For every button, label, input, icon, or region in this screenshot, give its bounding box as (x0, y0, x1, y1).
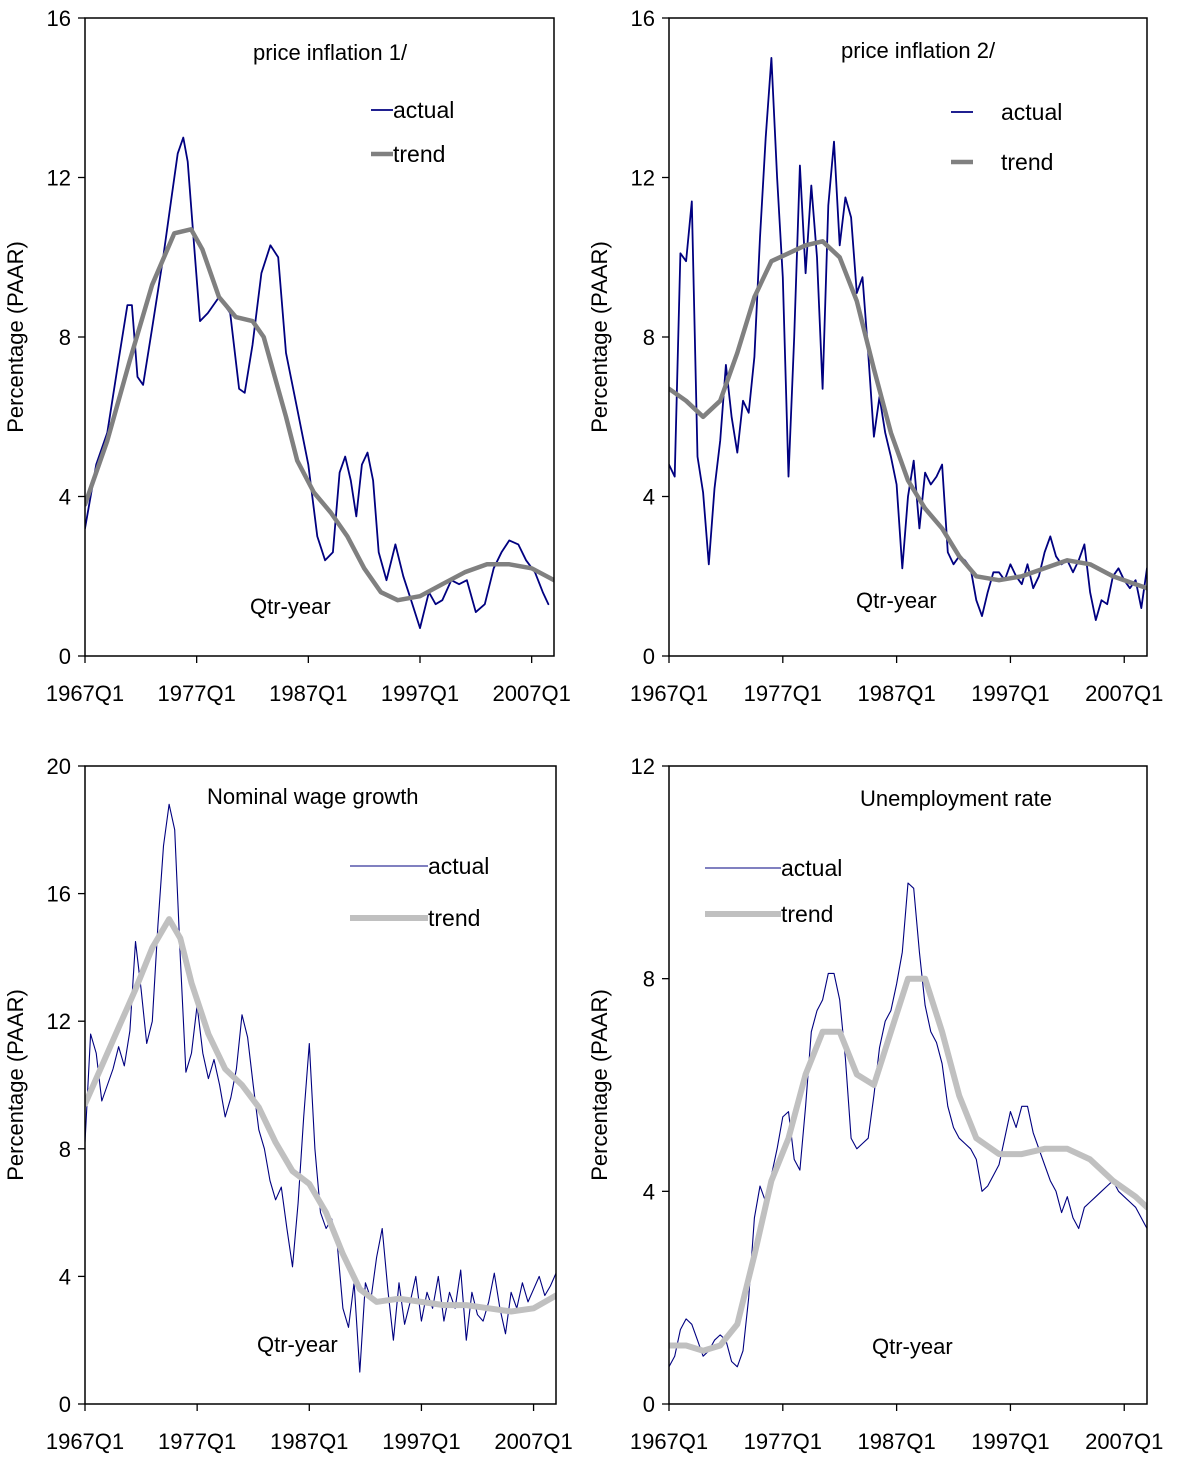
x-tick-label: 1987Q1 (269, 681, 347, 706)
y-tick-label: 16 (47, 882, 71, 907)
y-tick-label: 4 (643, 485, 655, 510)
legend-label-trend: trend (428, 905, 480, 931)
series-line-trend (85, 916, 556, 1315)
y-tick-label: 0 (643, 1392, 655, 1417)
y-tick-label: 0 (643, 644, 655, 669)
x-tick-label: 1997Q1 (382, 1429, 460, 1454)
x-tick-label: 1977Q1 (744, 681, 822, 706)
chart-title: price inflation 1/ (253, 40, 408, 65)
y-axis-label: Percentage (PAAR) (587, 989, 612, 1181)
plot-frame (668, 17, 1148, 657)
y-tick-label: 4 (59, 1264, 71, 1289)
series-line-actual (669, 882, 1147, 1368)
x-tick-label: 1997Q1 (971, 1429, 1049, 1454)
y-tick-label: 12 (631, 166, 655, 191)
x-tick-label: 2007Q1 (1085, 1429, 1163, 1454)
y-tick-label: 16 (631, 6, 655, 31)
series-line-trend (669, 975, 1147, 1354)
legend-label-actual: actual (428, 853, 489, 879)
y-tick-label: 12 (47, 1009, 71, 1034)
chart-title: Unemployment rate (860, 786, 1052, 811)
y-tick-label: 0 (59, 644, 71, 669)
legend-label-actual: actual (1001, 99, 1062, 125)
chart-panel-1: 0 4 8 12 16 1967Q1 1977Q1 1987Q1 1997Q1 2007Q1 Per… (3, 6, 571, 706)
series-line-actual (85, 136, 550, 629)
y-tick-label: 4 (59, 485, 71, 510)
plot-frame (668, 765, 1148, 1405)
series-line-actual (85, 803, 556, 1373)
x-tick-label: 1977Q1 (158, 681, 236, 706)
chart-panel-4: 0 4 8 12 1967Q1 1977Q1 1987Q1 1997Q1 2007Q1 Perce… (587, 754, 1163, 1454)
y-tick-label: 8 (643, 325, 655, 350)
y-tick-label: 8 (59, 1137, 71, 1162)
chart-title: Nominal wage growth (207, 784, 419, 809)
legend-label-trend: trend (393, 141, 445, 167)
y-tick-label: 12 (631, 754, 655, 779)
x-tick-label: 1997Q1 (971, 681, 1049, 706)
plot-frame (84, 765, 557, 1405)
x-tick-label: 1977Q1 (158, 1429, 236, 1454)
x-tick-label: 1967Q1 (630, 1429, 708, 1454)
y-axis-label: Percentage (PAAR) (3, 989, 28, 1181)
y-tick-label: 16 (47, 6, 71, 31)
y-tick-label: 0 (59, 1392, 71, 1417)
x-tick-label: 2007Q1 (494, 1429, 572, 1454)
chart-panel-3: 0 4 8 12 16 20 1967Q1 1977Q1 1987Q1 1997Q1 2007Q1 P… (3, 754, 573, 1454)
legend-label-actual: actual (781, 855, 842, 881)
x-tick-label: 1967Q1 (46, 681, 124, 706)
y-tick-label: 8 (59, 325, 71, 350)
series-line-trend (85, 227, 554, 603)
x-tick-label: 1987Q1 (857, 1429, 935, 1454)
x-tick-label: 1967Q1 (630, 681, 708, 706)
x-tick-label: 1987Q1 (857, 681, 935, 706)
x-tick-label: 1967Q1 (46, 1429, 124, 1454)
y-tick-label: 12 (47, 166, 71, 191)
series-line-trend (669, 239, 1147, 591)
axis-note: Qtr-year (257, 1332, 338, 1357)
y-tick-label: 8 (643, 967, 655, 992)
plot-frame (84, 17, 555, 657)
axis-note: Qtr-year (250, 594, 331, 619)
legend-label-actual: actual (393, 97, 454, 123)
legend-label-trend: trend (1001, 149, 1053, 175)
chart-panel-2: 0 4 8 12 16 1967Q1 1977Q1 1987Q1 1997Q1 2007Q1 Per… (587, 6, 1163, 706)
y-tick-label: 4 (643, 1179, 655, 1204)
x-tick-label: 2007Q1 (1085, 681, 1163, 706)
y-axis-label: Percentage (PAAR) (587, 241, 612, 433)
x-tick-label: 1977Q1 (744, 1429, 822, 1454)
legend-label-trend: trend (781, 901, 833, 927)
x-tick-label: 1997Q1 (381, 681, 459, 706)
y-tick-label: 20 (47, 754, 71, 779)
x-tick-label: 1987Q1 (270, 1429, 348, 1454)
chart-title: price inflation 2/ (841, 38, 996, 63)
axis-note: Qtr-year (872, 1334, 953, 1359)
x-tick-label: 2007Q1 (493, 681, 571, 706)
axis-note: Qtr-year (856, 588, 937, 613)
y-axis-label: Percentage (PAAR) (3, 241, 28, 433)
